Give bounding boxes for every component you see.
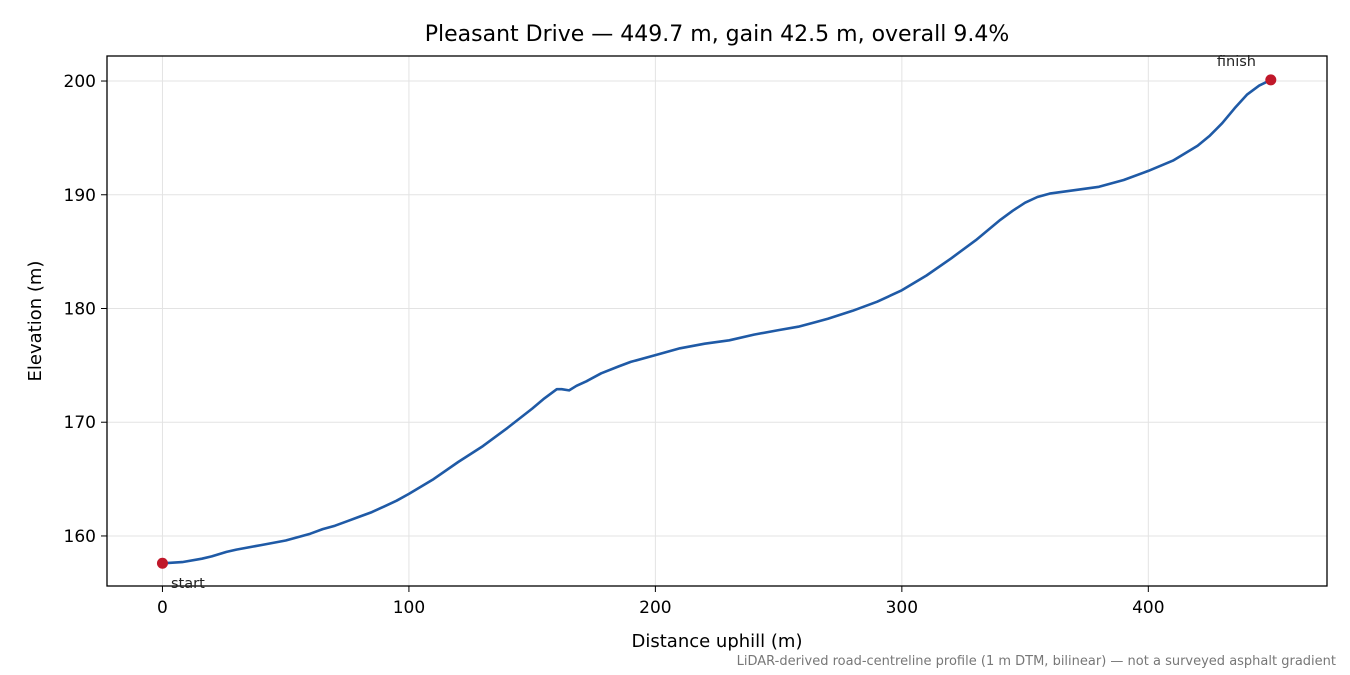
x-tick-label-3: 300 <box>886 598 918 618</box>
endpoint-markers <box>156 74 1277 569</box>
x-axis-label: Distance uphill (m) <box>632 631 803 652</box>
y-tick-label-2: 180 <box>64 299 96 319</box>
grid-lines <box>107 56 1327 586</box>
start-annotation: start <box>171 576 205 592</box>
finish-point-marker <box>1265 74 1277 86</box>
x-tick-label-1: 100 <box>393 598 425 618</box>
series-group <box>161 78 1273 565</box>
elevation-profile-line-0 <box>161 78 1273 565</box>
plot-frame <box>106 55 1328 587</box>
axis-ticks: 0 100 200 300 400 160 170 180 190 200 <box>64 72 1165 618</box>
start-point-marker <box>156 557 168 569</box>
chart-title: Pleasant Drive — 449.7 m, gain 42.5 m, o… <box>425 22 1009 47</box>
x-tick-label-0: 0 <box>157 598 168 618</box>
y-axis-label: Elevation (m) <box>25 261 46 382</box>
y-tick-label-3: 190 <box>64 186 96 206</box>
y-tick-label-0: 160 <box>64 527 96 547</box>
finish-annotation: finish <box>1217 54 1256 70</box>
x-tick-label-4: 400 <box>1132 598 1164 618</box>
data-source-footnote: LiDAR-derived road-centreline profile (1… <box>737 654 1336 669</box>
y-tick-label-4: 200 <box>64 72 96 92</box>
y-tick-label-1: 170 <box>64 413 96 433</box>
x-tick-label-2: 200 <box>639 598 671 618</box>
